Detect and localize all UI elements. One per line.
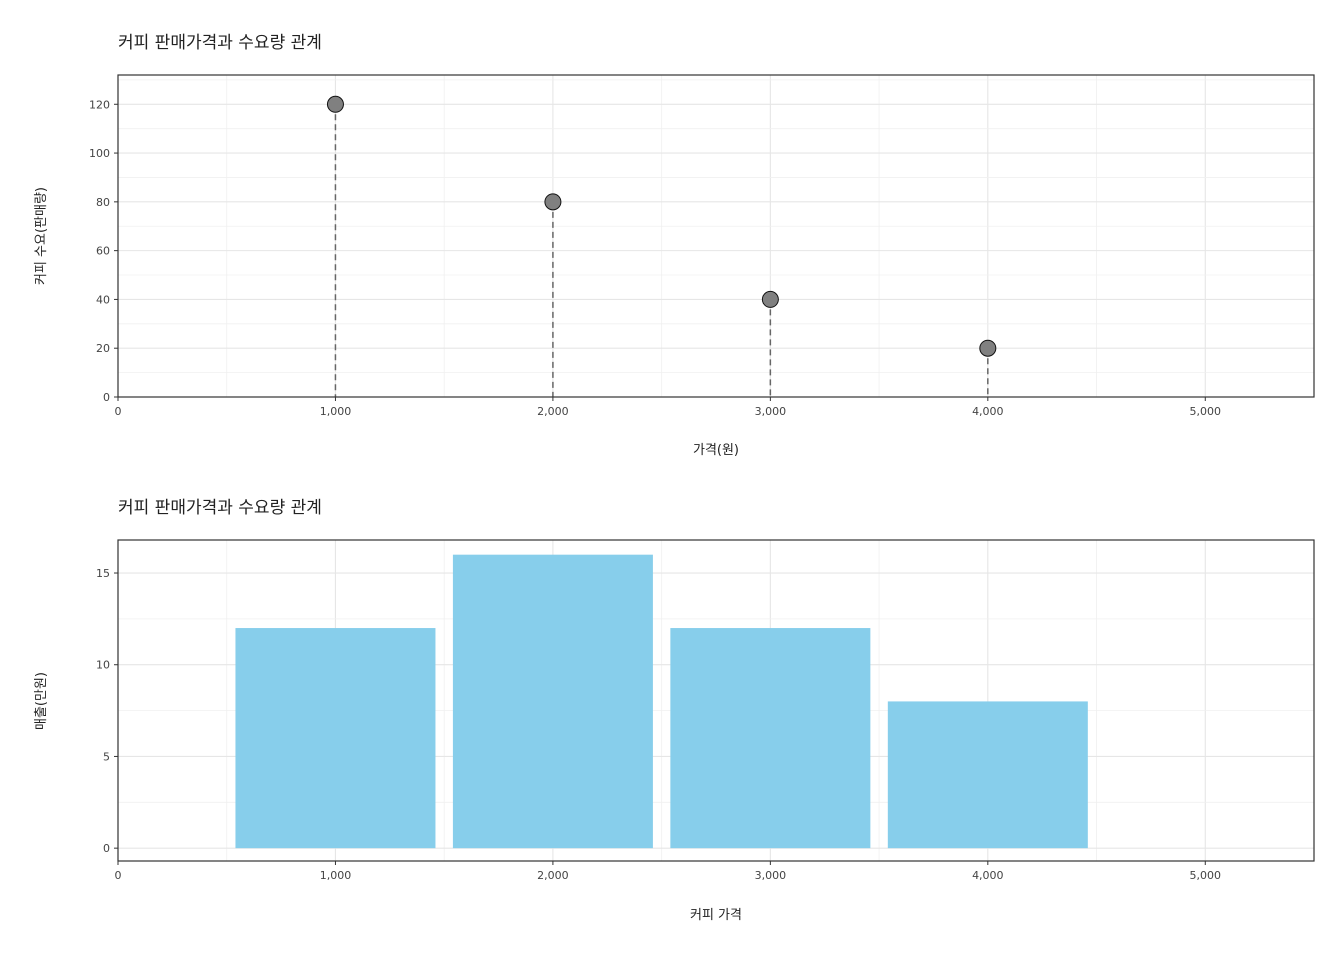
bar (235, 628, 436, 849)
plot-border (117, 539, 1315, 862)
y-tick-label: 15 (96, 567, 110, 580)
y-axis-ticks: 0 5 10 15 (96, 567, 118, 855)
data-point (761, 290, 779, 308)
x-tick-label: 5,000 (1190, 869, 1222, 882)
bar (887, 701, 1088, 849)
x-axis-ticks: 0 1,000 2,000 3,000 4,000 5,000 (115, 397, 1222, 418)
x-tick-label: 5,000 (1190, 405, 1222, 418)
bar-chart: 커피 판매가격과 수요량 관계 0 1,000 2,000 3,000 4,000 5,0… (34, 498, 1315, 923)
x-tick-label: 2,000 (537, 869, 569, 882)
x-tick-label: 1,000 (320, 869, 352, 882)
x-tick-label: 2,000 (537, 405, 569, 418)
data-marks (326, 95, 997, 397)
y-tick-label: 20 (96, 342, 110, 355)
x-tick-label: 3,000 (755, 869, 787, 882)
x-tick-label: 0 (115, 405, 122, 418)
scatter-chart: 커피 판매가격과 수요량 관계 0 1,000 2,000 3,000 4,000 5,0… (34, 33, 1315, 458)
bar (670, 628, 871, 849)
y-tick-label: 80 (96, 196, 110, 209)
x-tick-label: 4,000 (972, 869, 1004, 882)
y-tick-label: 10 (96, 659, 110, 672)
x-tick-label: 4,000 (972, 405, 1004, 418)
chart-title: 커피 판매가격과 수요량 관계 (118, 33, 322, 53)
chart-title: 커피 판매가격과 수요량 관계 (118, 498, 322, 518)
x-axis-ticks: 0 1,000 2,000 3,000 4,000 5,000 (115, 861, 1222, 882)
data-point (979, 339, 997, 357)
y-tick-label: 0 (103, 391, 110, 404)
y-tick-label: 0 (103, 842, 110, 855)
bar (452, 554, 653, 849)
x-axis-title: 커피 가격 (690, 908, 742, 923)
y-axis-title: 커피 수요(판매량) (34, 187, 49, 285)
plot-border (117, 74, 1315, 398)
y-axis-ticks: 0 20 40 60 80 100 120 (89, 98, 118, 404)
data-marks (235, 554, 1088, 849)
y-tick-label: 5 (103, 750, 110, 763)
y-axis-title: 매출(만원) (34, 672, 49, 730)
x-tick-label: 3,000 (755, 405, 787, 418)
data-point (326, 95, 344, 113)
y-tick-label: 100 (89, 147, 110, 160)
y-tick-label: 60 (96, 245, 110, 258)
y-tick-label: 120 (89, 98, 110, 111)
x-axis-title: 가격(원) (693, 443, 739, 458)
x-tick-label: 1,000 (320, 405, 352, 418)
data-point (544, 193, 562, 211)
x-tick-label: 0 (115, 869, 122, 882)
y-tick-label: 40 (96, 293, 110, 306)
